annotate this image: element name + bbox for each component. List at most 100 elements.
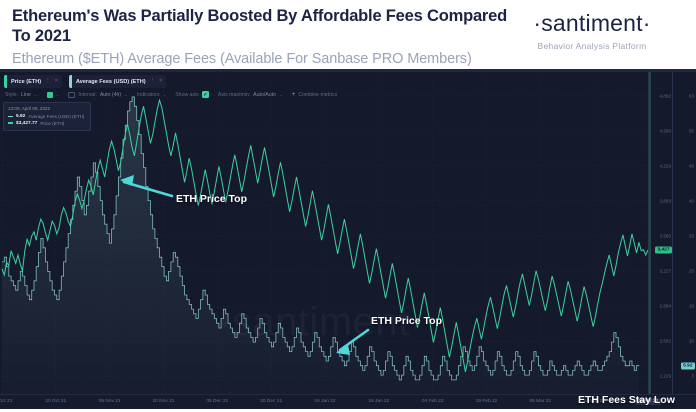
y-axis-tick: 25 [688, 268, 694, 274]
chevron-down-icon: ⌄ [124, 91, 128, 97]
tooltip-date: 13:00, April 05, 2022 [8, 106, 51, 111]
control-axis-max-min-label: Axis max/min: [217, 91, 251, 98]
control-interval-value: Auto (4h) [99, 91, 122, 98]
y-axis-tick: 18 [688, 303, 694, 309]
chart-container: ·santiment· [0, 72, 696, 409]
series-price-line [1, 98, 649, 373]
annotation-arrows [120, 175, 617, 409]
x-axis-current-badge: 05 Apr 22 [635, 397, 661, 405]
brand-name: ·santiment· [533, 10, 651, 36]
control-show-axis-label: Show axis [175, 91, 199, 98]
fees-color-dash-icon [8, 115, 13, 118]
chart-plot [1, 72, 651, 409]
metric-chip-price-close-icon[interactable]: × [54, 77, 58, 84]
y-axis-tick: 4,560 [659, 128, 672, 134]
control-style-label: Style: [5, 91, 18, 98]
page-title: Ethereum's Was Partially Boosted By Affo… [12, 7, 507, 45]
y-axis-tick: 33 [688, 233, 694, 239]
x-axis-tick: 06 Mar 22 [529, 399, 552, 404]
plus-icon: + [291, 91, 296, 98]
y-axis-tick: 3 [691, 373, 694, 379]
y-axis-tick: 4,229 [659, 163, 672, 169]
brand-tagline: Behavior Analysis Platform [537, 41, 647, 51]
y-axis-current-badge: 3,427 [654, 246, 672, 254]
metric-chip-price-label: Price (ETH) [11, 78, 42, 85]
chart-tooltip: 13:00, April 05, 2022 5.92 Average Fees … [3, 102, 91, 131]
annotation-eth-price-top-1: ETH Price Top [176, 193, 247, 205]
y-axis-tick: 3,893 [659, 198, 672, 204]
y-axis-tick: 10 [688, 338, 694, 344]
tooltip-row-fees: 5.92 Average Fees (USD) (ETH) [8, 114, 86, 119]
control-indicators[interactable]: Indicators ⌄ [137, 92, 166, 98]
chevron-down-icon: ⌄ [278, 91, 283, 97]
annotation-eth-price-top-2: ETH Price Top [371, 315, 442, 327]
chevron-down-icon: ⌄ [33, 91, 38, 97]
x-axis-tick: 21 Mar 22 [583, 399, 605, 404]
control-indicators-label: Indicators [136, 91, 160, 98]
metric-chip-fees-menu-icon[interactable]: ⋮ [149, 77, 156, 84]
fees-axis-line [672, 72, 673, 394]
x-axis-tick: 19 Feb 22 [475, 399, 498, 404]
y-axis-current-badge: 5.92 [680, 362, 695, 370]
page-subtitle: Ethereum ($ETH) Average Fees (Available … [12, 50, 472, 67]
y-axis-fees: 63 55 48 40 33 25 18 10 3 5.92 [673, 72, 695, 394]
chevron-down-icon: ⌄ [162, 91, 167, 97]
metric-chip-price-menu-icon[interactable]: ⋮ [45, 77, 51, 84]
y-axis-tick: 3,560 [659, 233, 672, 239]
x-axis-tick: 05 Nov 21 [98, 399, 121, 404]
chevron-down-icon: ⌄ [55, 91, 60, 97]
title-block: Ethereum's Was Partially Boosted By Affo… [12, 7, 522, 68]
tooltip-fees-name: Average Fees (USD) (ETH) [28, 114, 85, 119]
y-axis-tick: 2,894 [659, 303, 672, 309]
control-color[interactable]: ⌄ [46, 91, 60, 98]
x-axis-tick: 20 Oct 21 [45, 399, 67, 404]
x-axis-tick: 05 Dec 21 [206, 399, 229, 404]
x-axis-tick: 19 Jan 22 [368, 399, 390, 404]
tooltip-fees-value: 5.92 [16, 114, 26, 119]
y-axis-tick: 48 [688, 163, 694, 169]
control-show-axis[interactable]: Show axis ✓ [175, 91, 209, 98]
y-axis-tick: 40 [688, 198, 694, 204]
price-axis-line [648, 72, 649, 394]
control-interval[interactable]: Interval: Auto (4h) ⌄ [68, 91, 128, 98]
series-fees-line [2, 96, 640, 381]
header: Ethereum's Was Partially Boosted By Affo… [0, 0, 696, 72]
control-interval-label: Interval: [78, 91, 97, 98]
x-axis-tick: 05 Oct 21 [0, 399, 13, 404]
control-combine-metrics-label: Combine metrics [298, 91, 338, 98]
annotation-eth-fees-stay-low: ETH Fees Stay Low [578, 394, 675, 406]
x-axis-tick: 20 Dec 21 [260, 399, 283, 404]
tooltip-price-value: $3,427.77 [16, 120, 38, 126]
calendar-icon [68, 91, 76, 98]
color-swatch-icon [46, 91, 53, 98]
metric-legend: Price (ETH) ⋮ × Average Fees (USD) (ETH)… [4, 75, 167, 88]
y-axis-tick: 4,892 [659, 93, 672, 99]
x-axis-tick: 04 Jan 22 [314, 399, 336, 404]
control-combine-metrics[interactable]: + Combine metrics [292, 92, 337, 98]
chart-toolbar: Style: Line ⌄ ⌄ Interval: Auto (4h) ⌄ In… [5, 91, 337, 98]
tooltip-row-price: $3,427.77 Price (ETH) [8, 121, 86, 126]
y-axis-tick: 2,229 [659, 373, 672, 379]
x-axis-tick: 20 Nov 21 [152, 399, 175, 404]
y-axis-tick: 3,227 [659, 268, 672, 274]
santiment-logo: ·santiment· Behavior Analysis Platform [502, 10, 682, 52]
x-axis-tick: 04 Feb 22 [421, 399, 444, 404]
y-axis-tick: 63 [688, 93, 694, 99]
metric-chip-price[interactable]: Price (ETH) ⋮ × [4, 75, 62, 88]
metric-chip-fees-close-icon[interactable]: × [159, 77, 163, 84]
control-axis-max-min-value: Auto/Auto [253, 91, 276, 98]
x-axis: 05 Oct 21 20 Oct 21 05 Nov 21 20 Nov 21 05 D… [0, 394, 696, 409]
tooltip-price-name: Price (ETH) [40, 120, 65, 126]
metric-chip-fees[interactable]: Average Fees (USD) (ETH) ⋮ × [68, 75, 167, 88]
y-axis-tick: 55 [688, 128, 694, 134]
y-axis-price: 4,892 4,560 4,229 3,893 3,560 3,227 2,894 2,562… [650, 72, 672, 394]
checkbox-checked-icon[interactable]: ✓ [201, 91, 209, 98]
y-axis-tick: 2,562 [659, 338, 672, 344]
control-axis-max-min[interactable]: Axis max/min: Auto/Auto ⌄ [218, 92, 283, 98]
price-color-dash-icon [8, 122, 13, 124]
series-fees-area [2, 96, 639, 395]
metric-chip-fees-label: Average Fees (USD) (ETH) [75, 78, 146, 85]
control-style-value: Line [20, 91, 31, 98]
control-style[interactable]: Style: Line ⌄ [5, 92, 38, 98]
